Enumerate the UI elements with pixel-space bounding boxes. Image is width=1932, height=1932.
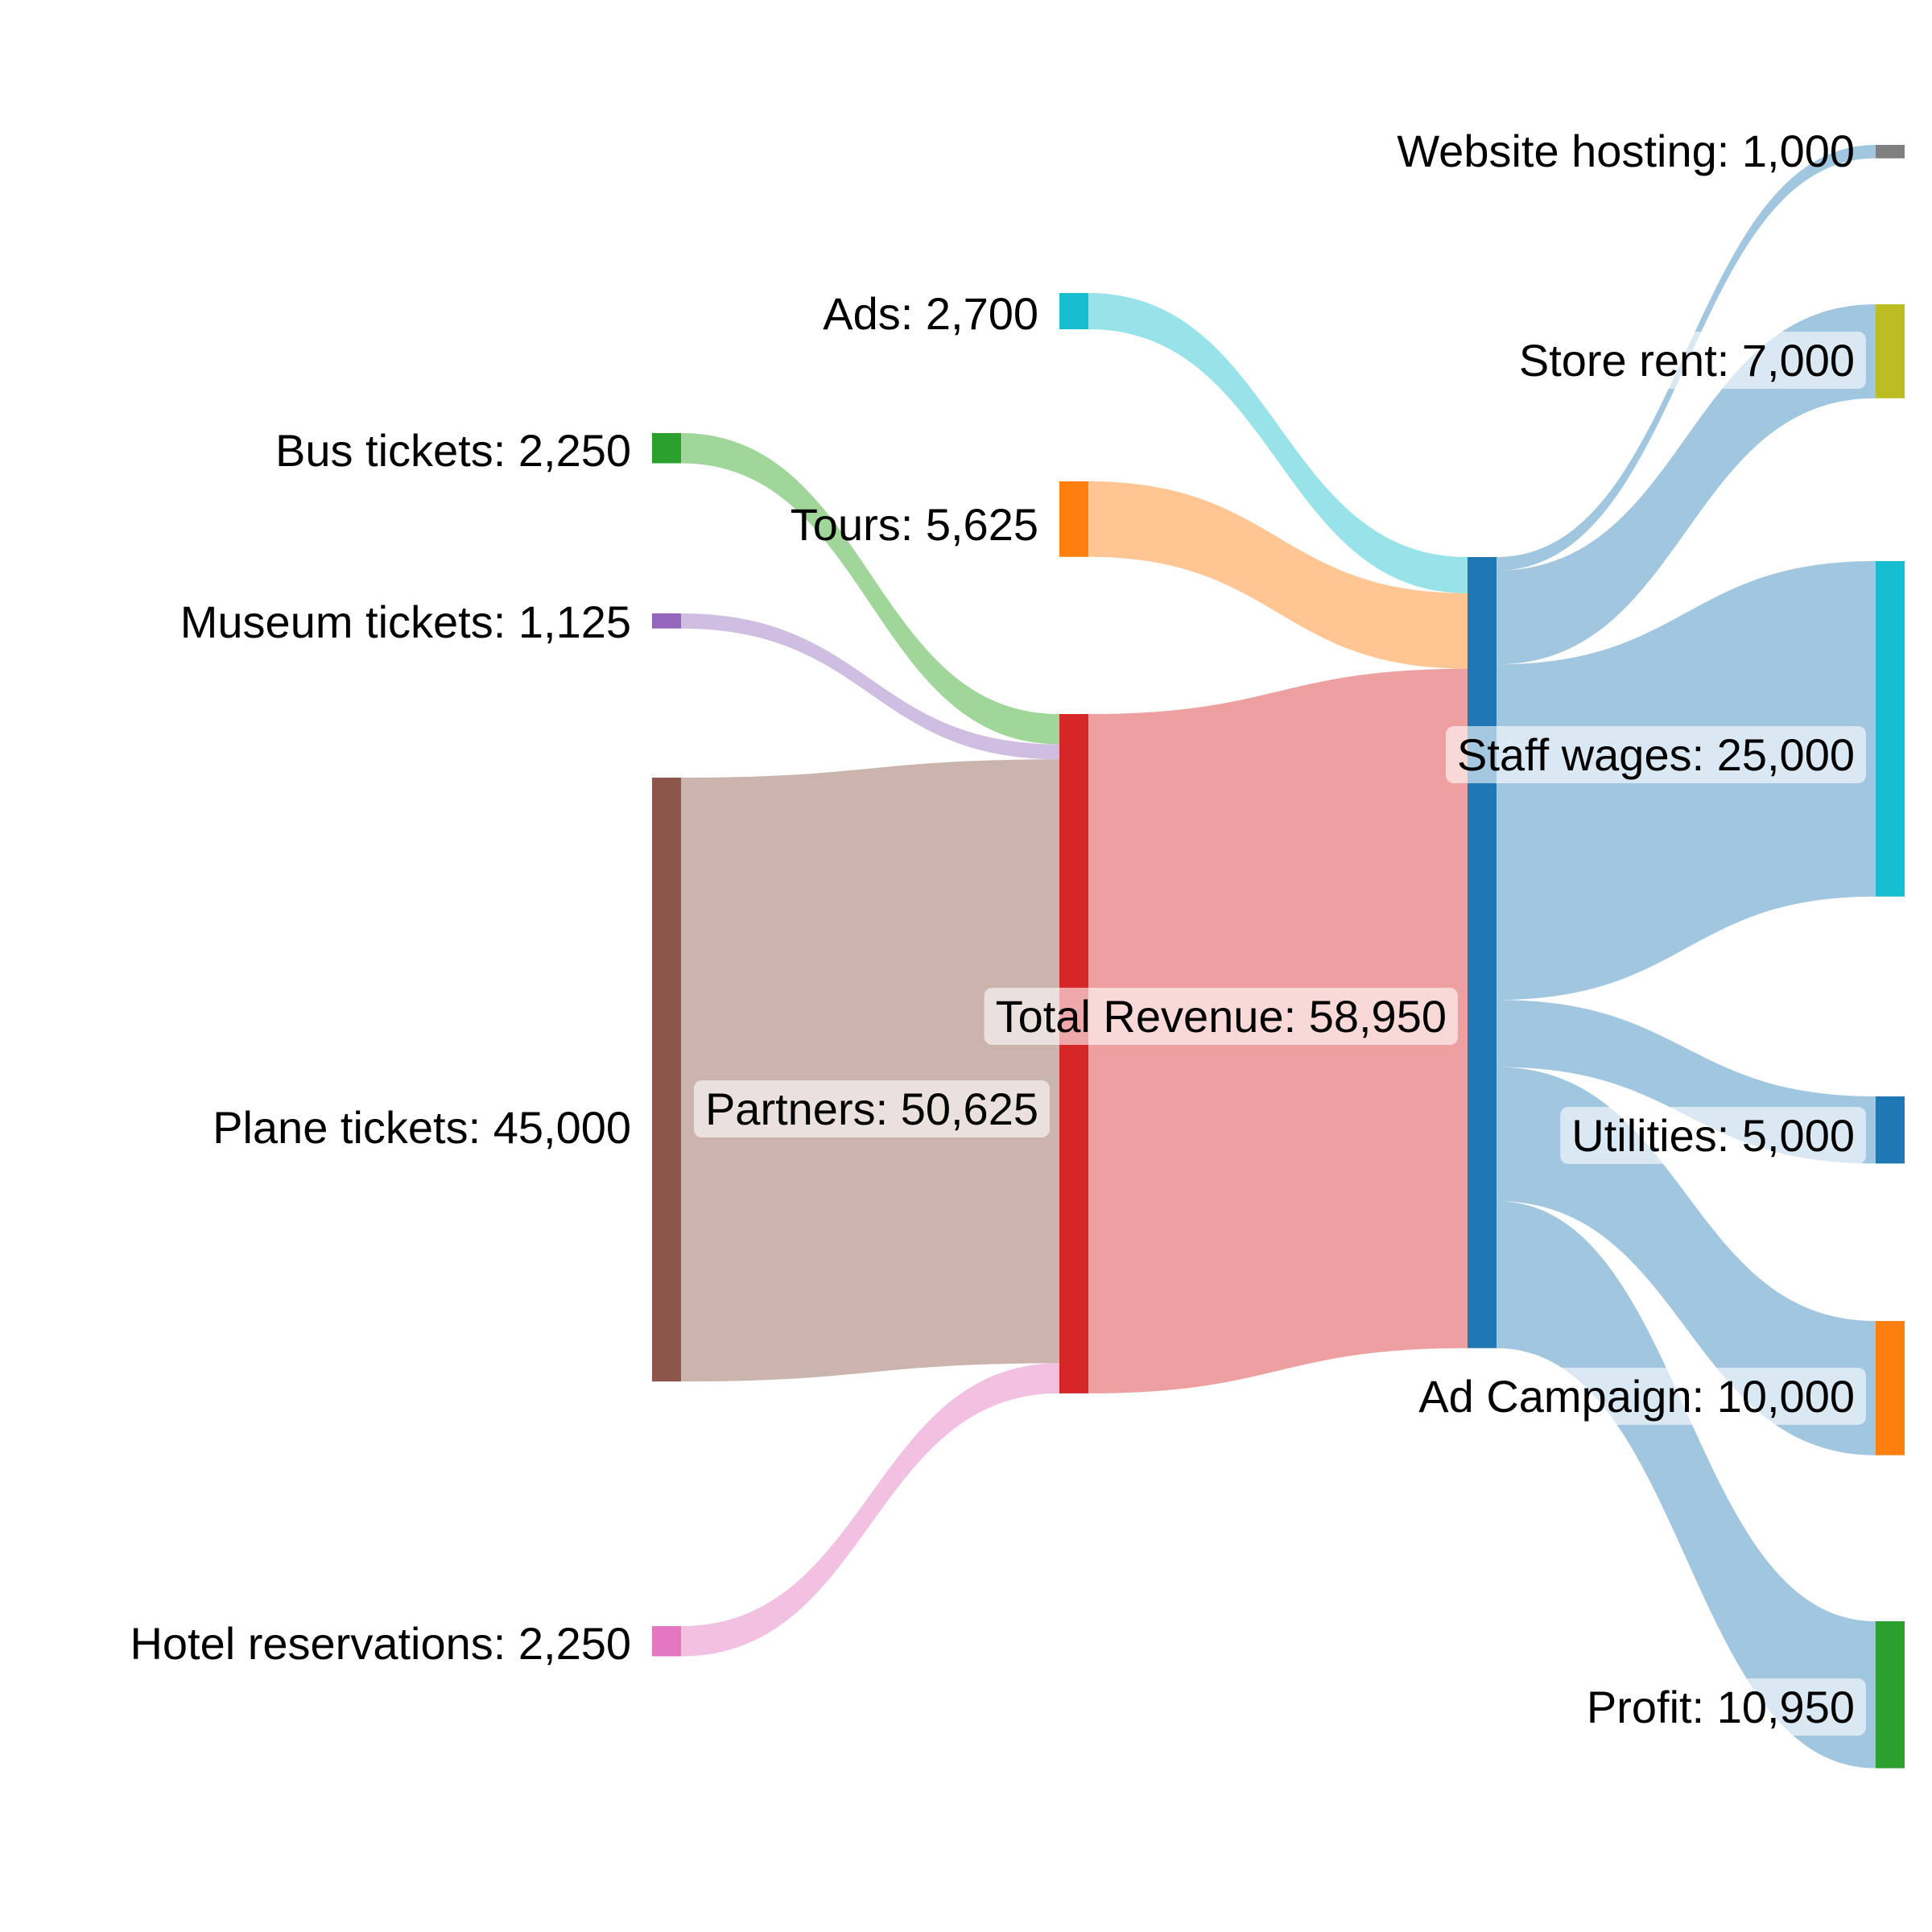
node-hotel: [652, 1626, 681, 1657]
label-text-museum: Museum tickets: 1,125: [180, 597, 631, 647]
label-text-profit: Profit: 10,950: [1587, 1682, 1855, 1732]
link-ads-to-total: [1088, 293, 1468, 594]
link-hotel-to-partners: [681, 1363, 1059, 1657]
sankey-nodes: [652, 145, 1905, 1769]
label-plane: Plane tickets: 45,000: [213, 1102, 631, 1153]
label-text-plane: Plane tickets: 45,000: [213, 1102, 631, 1153]
node-ads: [1059, 293, 1088, 330]
label-text-utilities: Utilities: 5,000: [1571, 1110, 1855, 1161]
label-wages: Staff wages: 25,000: [1446, 726, 1866, 783]
label-bg-utilities: [1560, 1107, 1866, 1164]
node-museum: [652, 613, 681, 629]
node-total: [1468, 557, 1496, 1348]
link-bus-to-partners: [681, 433, 1059, 745]
label-utilities: Utilities: 5,000: [1560, 1107, 1866, 1164]
link-total-to-adcampaign: [1496, 1067, 1876, 1455]
link-total-to-rent: [1496, 304, 1876, 665]
label-total: Total Revenue: 58,950: [984, 988, 1458, 1045]
label-bg-rent: [1507, 332, 1866, 389]
label-bg-wages: [1446, 726, 1866, 783]
label-website: Website hosting: 1,000: [1397, 126, 1855, 176]
label-text-rent: Store rent: 7,000: [1519, 335, 1855, 386]
label-museum: Museum tickets: 1,125: [180, 597, 631, 647]
label-adcampaign: Ad Campaign: 10,000: [1407, 1368, 1866, 1425]
node-utilities: [1876, 1096, 1905, 1164]
sankey-labels: Bus tickets: 2,250 Museum tickets: 1,125 P…: [130, 126, 1866, 1736]
label-bg-total: [984, 988, 1458, 1045]
node-partners: [1059, 714, 1088, 1393]
link-museum-to-partners: [681, 613, 1059, 760]
label-bg-partners: [693, 1080, 1050, 1137]
label-text-adcampaign: Ad Campaign: 10,000: [1418, 1371, 1855, 1422]
link-total-to-profit: [1496, 1201, 1876, 1769]
label-profit: Profit: 10,950: [1575, 1678, 1866, 1736]
label-rent: Store rent: 7,000: [1507, 332, 1866, 389]
node-bus: [652, 433, 681, 464]
node-website: [1876, 145, 1905, 159]
node-adcampaign: [1876, 1321, 1905, 1455]
label-bg-adcampaign: [1407, 1368, 1866, 1425]
node-plane: [652, 778, 681, 1382]
label-tours: Tours: 5,625: [791, 499, 1038, 550]
node-profit: [1876, 1621, 1905, 1769]
label-partners: Partners: 50,625: [693, 1080, 1050, 1137]
node-tours: [1059, 481, 1088, 557]
label-text-bus: Bus tickets: 2,250: [275, 425, 631, 476]
label-text-wages: Staff wages: 25,000: [1457, 729, 1855, 780]
label-bus: Bus tickets: 2,250: [275, 425, 631, 476]
label-text-hotel: Hotel reservations: 2,250: [130, 1618, 631, 1669]
label-bg-profit: [1575, 1678, 1866, 1736]
label-text-total: Total Revenue: 58,950: [996, 991, 1447, 1042]
node-rent: [1876, 304, 1905, 398]
node-wages: [1876, 561, 1905, 897]
label-text-ads: Ads: 2,700: [823, 288, 1038, 339]
label-ads: Ads: 2,700: [823, 288, 1038, 339]
link-plane-to-partners: [681, 759, 1059, 1382]
link-tours-to-total: [1088, 481, 1468, 669]
label-text-partners: Partners: 50,625: [705, 1084, 1038, 1134]
label-text-website: Website hosting: 1,000: [1397, 126, 1855, 176]
label-hotel: Hotel reservations: 2,250: [130, 1618, 631, 1669]
label-text-tours: Tours: 5,625: [791, 499, 1038, 550]
